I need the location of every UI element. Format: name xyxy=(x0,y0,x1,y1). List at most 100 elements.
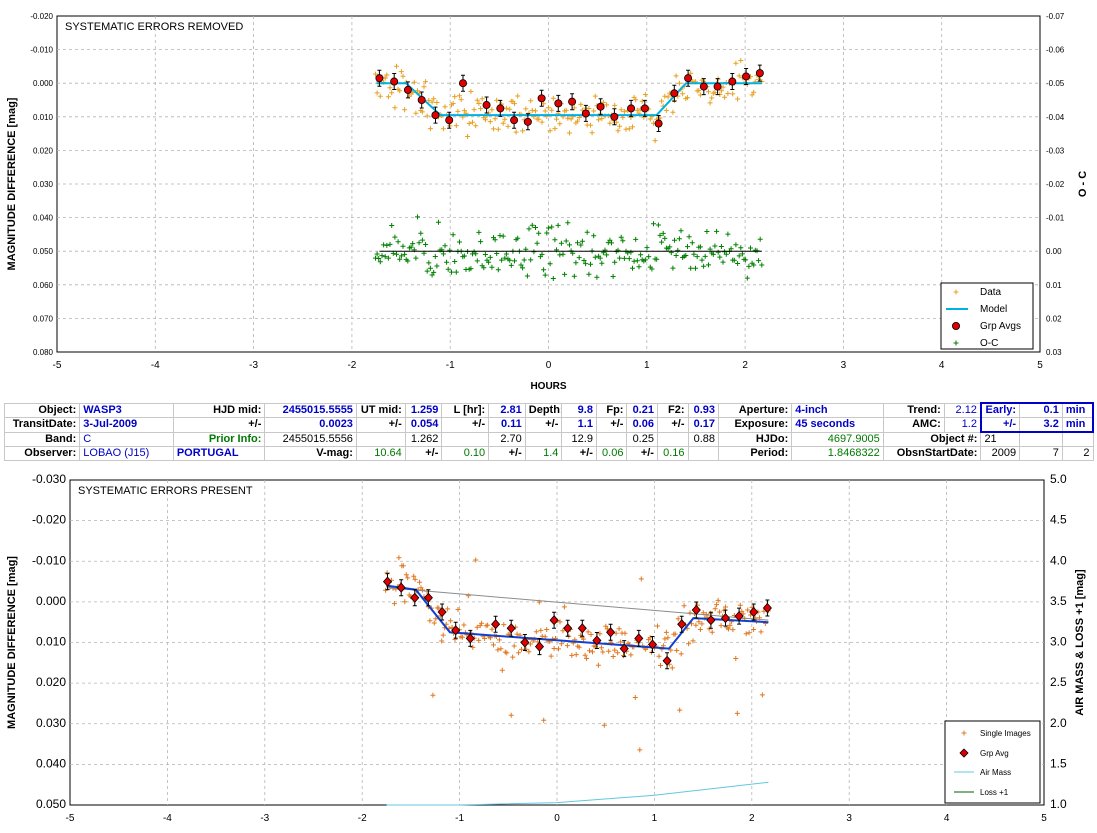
grp-avg-point xyxy=(670,89,679,98)
oc-point xyxy=(392,234,398,240)
single-image-point xyxy=(665,635,671,641)
y2-tick-label: 3.5 xyxy=(1050,594,1067,608)
data-point xyxy=(466,121,472,126)
grp-avg-point xyxy=(396,582,406,593)
oc-point xyxy=(715,249,721,255)
data-point xyxy=(429,99,435,105)
y2-tick-label: 0.00 xyxy=(1046,247,1062,256)
oc-point xyxy=(655,222,661,228)
data-point xyxy=(626,126,632,132)
oc-point xyxy=(398,253,404,259)
oc-point xyxy=(416,240,422,246)
data-point xyxy=(424,113,430,119)
grp-avg-point xyxy=(742,72,751,81)
single-image-point xyxy=(510,654,516,660)
single-image-point xyxy=(674,648,680,653)
data-point xyxy=(400,73,406,79)
data-point xyxy=(473,123,479,129)
grp-avg-point xyxy=(417,96,426,105)
oc-point xyxy=(489,264,495,270)
oc-point xyxy=(500,233,506,239)
single-image-point xyxy=(396,555,402,561)
single-image-point xyxy=(436,605,442,611)
data-point xyxy=(377,93,383,99)
legend-label: Model xyxy=(980,304,1007,315)
oc-point xyxy=(704,229,710,234)
oc-point xyxy=(688,265,694,271)
grp-avg-point xyxy=(634,633,644,644)
data-point xyxy=(552,126,558,132)
oc-point xyxy=(542,272,548,278)
legend-single-marker xyxy=(961,730,967,736)
grp-avg-point xyxy=(537,94,546,103)
single-image-point xyxy=(588,632,594,637)
grp-avg-point xyxy=(390,77,399,86)
oc-point xyxy=(397,256,403,262)
oc-point xyxy=(427,265,433,271)
oc-point xyxy=(394,251,399,257)
data-point xyxy=(427,126,433,132)
oc-point xyxy=(676,236,682,242)
y-tick-label: 0.070 xyxy=(33,314,54,323)
single-image-point xyxy=(431,620,437,626)
data-point xyxy=(596,117,602,123)
x-tick-label: -5 xyxy=(53,360,62,371)
single-image-point xyxy=(715,597,721,603)
oc-point xyxy=(395,239,401,245)
y-tick-label: 0.000 xyxy=(33,79,54,88)
y-tick-label: -0.020 xyxy=(30,12,53,21)
x-tick-label: -2 xyxy=(347,360,356,371)
y-tick-label: -0.020 xyxy=(32,513,66,527)
grp-avg-point xyxy=(654,119,663,128)
obsn-month: 7 xyxy=(1019,446,1063,461)
oc-point xyxy=(583,261,589,267)
y2-tick-label: 4.0 xyxy=(1050,553,1067,567)
data-point xyxy=(423,79,429,85)
single-image-point xyxy=(473,557,479,563)
table-row: TransitDate: 3-Jul-2009 +/- 0.0023 +/- 0… xyxy=(3,417,1094,433)
data-point xyxy=(500,120,506,126)
empty-cell xyxy=(441,431,490,447)
single-image-point xyxy=(558,641,564,647)
pm-label: +/- xyxy=(626,446,658,461)
single-image-point xyxy=(412,576,418,582)
legend-grp-marker xyxy=(959,748,969,758)
top-chart: -5 -4 -3 -2 -1 0 1 2 3 4 5 -0.020 -0.010 0.000 0.010 0.… xyxy=(6,12,1089,392)
oc-point xyxy=(468,266,474,272)
single-image-point xyxy=(662,636,668,642)
data-point xyxy=(458,97,464,103)
single-image-point xyxy=(461,622,467,628)
single-image-point xyxy=(615,650,621,656)
data-point xyxy=(685,95,690,101)
prior-f2: 0.88 xyxy=(687,431,720,447)
y2-tick-label: 3.0 xyxy=(1050,635,1067,649)
grp-avg-point xyxy=(699,82,708,91)
single-image-point xyxy=(590,649,595,655)
oc-point xyxy=(473,251,479,257)
oc-point xyxy=(731,257,737,263)
oc-point xyxy=(526,226,532,232)
grp-avg-point xyxy=(491,619,501,630)
data-point xyxy=(520,128,526,134)
oc-point xyxy=(515,235,521,241)
data-point xyxy=(533,108,538,114)
data-point xyxy=(419,109,425,115)
x-tick-label: 3 xyxy=(846,813,852,824)
grp-avg-point xyxy=(437,606,447,618)
early-unit: min xyxy=(1061,402,1094,418)
pm-label: +/- xyxy=(488,446,526,461)
y-tick-label: 0.080 xyxy=(33,348,54,357)
oc-point xyxy=(536,230,542,236)
oc-point xyxy=(445,266,451,272)
single-image-point xyxy=(511,643,517,649)
single-image-point xyxy=(465,593,471,599)
x-tick-label: -4 xyxy=(151,360,160,371)
y2-tick-label: 2.0 xyxy=(1050,716,1067,730)
vmag-error-3: 0.06 xyxy=(595,446,628,461)
data-point xyxy=(479,96,485,102)
single-image-point xyxy=(498,646,504,652)
oc-point xyxy=(415,214,420,220)
data-point xyxy=(652,138,658,144)
single-image-point xyxy=(556,646,561,652)
x-tick-label: 4 xyxy=(939,360,945,371)
